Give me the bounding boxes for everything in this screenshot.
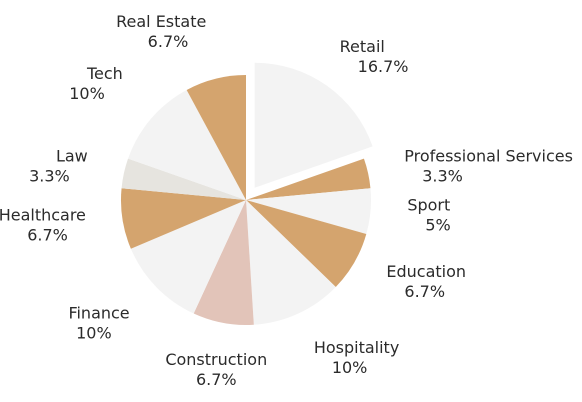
pie-slice-tech — [128, 89, 246, 200]
slice-percent: 10% — [69, 84, 105, 103]
pie-slice-real-estate — [186, 75, 246, 200]
slice-label-retail: Retail 16.7% — [340, 37, 409, 76]
slice-label-education: Education 6.7% — [386, 262, 466, 301]
slice-label-healthcare: Healthcare 6.7% — [0, 206, 86, 245]
slice-label-professional-services: Professional Services 3.3% — [404, 146, 573, 185]
slice-label-real-estate: Real Estate 6.7% — [116, 12, 206, 51]
pie-slice-law — [121, 158, 246, 200]
pie-slice-sport — [246, 188, 371, 234]
slice-percent: 10% — [332, 358, 368, 377]
slice-percent: 16.7% — [358, 57, 409, 76]
pie-slice-healthcare — [121, 188, 246, 249]
slice-name: Professional Services — [404, 146, 573, 165]
pie-slice-hospitality — [246, 200, 336, 325]
slice-percent: 6.7% — [148, 32, 189, 51]
slice-percent: 3.3% — [422, 166, 463, 185]
slice-percent: 6.7% — [27, 226, 68, 245]
slice-name: Sport — [407, 196, 450, 215]
slice-label-hospitality: Hospitality 10% — [314, 338, 399, 377]
slice-label-construction: Construction 6.7% — [165, 350, 267, 389]
slice-percent: 3.3% — [29, 166, 70, 185]
slice-name: Law — [56, 146, 88, 165]
pie-slice-professional-services — [246, 158, 371, 200]
pie-slice-finance — [130, 200, 246, 314]
pie-slice-retail — [254, 62, 373, 188]
pie-slice-education — [246, 200, 367, 287]
slice-percent: 5% — [425, 216, 450, 235]
slice-name: Healthcare — [0, 206, 86, 225]
slice-name: Real Estate — [116, 12, 206, 31]
slice-label-law: Law 3.3% — [29, 146, 88, 185]
slice-percent: 6.7% — [196, 370, 237, 389]
slice-name: Retail — [340, 37, 385, 56]
pie-labels: Retail 16.7%Professional Services 3.3%Spor… — [0, 12, 573, 389]
pie-slice-construction — [193, 200, 254, 325]
slice-name: Education — [386, 262, 466, 281]
slice-name: Finance — [68, 304, 129, 323]
slice-name: Hospitality — [314, 338, 399, 357]
slice-label-finance: Finance 10% — [68, 304, 129, 343]
slice-percent: 6.7% — [404, 282, 445, 301]
slice-label-tech: Tech 10% — [69, 64, 123, 103]
pie-slices — [121, 62, 373, 325]
slice-name: Construction — [165, 350, 267, 369]
slice-percent: 10% — [76, 324, 112, 343]
slice-name: Tech — [86, 64, 123, 83]
slice-label-sport: Sport 5% — [407, 196, 450, 235]
